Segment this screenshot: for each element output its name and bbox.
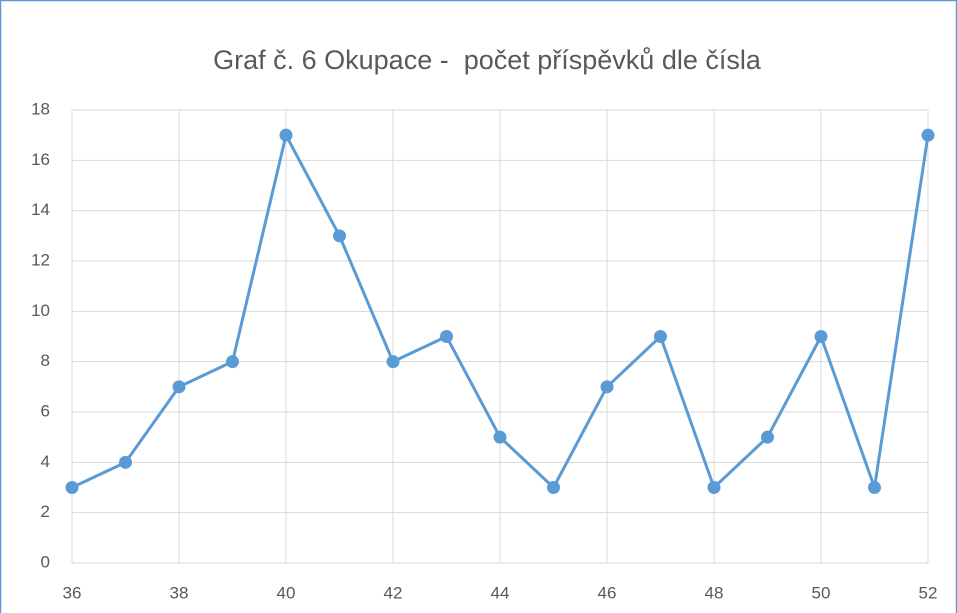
marker: [761, 430, 774, 444]
marker: [440, 330, 453, 343]
chart-title: Graf č. 6 Okupace - počet příspěvků dle …: [213, 45, 762, 75]
marker: [707, 481, 721, 494]
marker: [386, 355, 400, 369]
marker: [65, 481, 79, 494]
x-tick-label: 42: [384, 583, 403, 602]
x-tick-label: 48: [705, 583, 724, 602]
marker: [333, 229, 346, 243]
x-tick-label: 52: [919, 583, 938, 602]
y-tick-label: 10: [31, 301, 50, 320]
marker: [279, 128, 293, 142]
marker: [600, 380, 614, 394]
marker: [226, 355, 239, 369]
y-tick-label: 2: [41, 502, 50, 521]
x-tick-label: 38: [170, 583, 189, 602]
y-tick-label: 16: [31, 150, 50, 169]
y-tick-label: 8: [41, 351, 50, 370]
y-tick-label: 6: [41, 401, 50, 420]
marker: [547, 481, 560, 494]
marker: [921, 128, 935, 142]
y-tick-label: 18: [31, 99, 50, 118]
marker: [814, 330, 828, 343]
marker: [654, 330, 667, 343]
x-tick-label: 50: [812, 583, 831, 602]
x-tick-label: 44: [491, 583, 510, 602]
x-tick-label: 36: [63, 583, 82, 602]
marker: [119, 455, 132, 469]
y-tick-label: 0: [41, 552, 50, 571]
marker: [172, 380, 186, 394]
y-tick-label: 4: [41, 452, 50, 471]
y-tick-label: 12: [31, 250, 50, 269]
x-tick-label: 40: [277, 583, 296, 602]
y-tick-label: 14: [31, 200, 50, 219]
marker: [868, 481, 881, 494]
x-tick-label: 46: [598, 583, 617, 602]
marker: [493, 430, 507, 444]
